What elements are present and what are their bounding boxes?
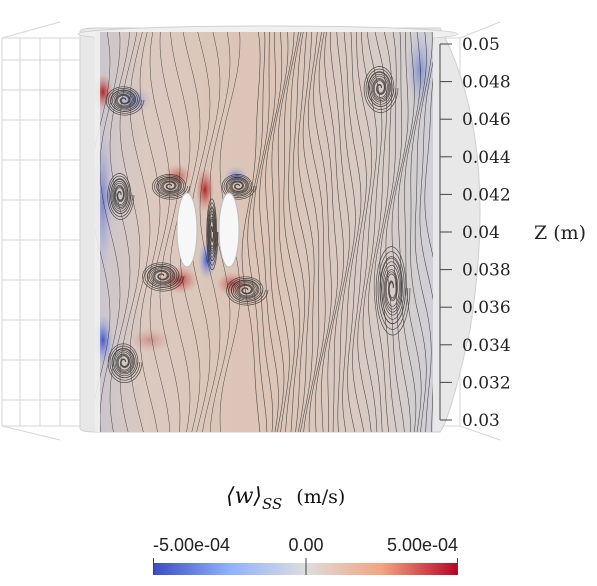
streamline — [108, 87, 142, 114]
streamline-slice — [95, 32, 433, 432]
colorbar-title-math: ⟨w⟩ — [226, 484, 262, 509]
z-tick-label: 0.034 — [462, 336, 511, 356]
streamline — [365, 68, 397, 110]
streamline — [144, 263, 182, 290]
colorbar: ⟨w⟩SS (m/s) -5.00e-04 0.00 5.00e-04 — [153, 484, 458, 575]
streamline — [259, 32, 279, 432]
streamline — [419, 60, 433, 432]
streamline — [99, 32, 121, 432]
streamline — [159, 32, 181, 432]
z-tick-label: 0.046 — [462, 110, 511, 130]
colorbar-title-subscript: SS — [262, 495, 282, 513]
z-tick-label: 0.044 — [462, 148, 511, 168]
streamline — [149, 32, 171, 432]
streamline — [151, 174, 191, 200]
streamline — [397, 32, 417, 432]
streamline — [307, 32, 326, 432]
streamline — [414, 32, 433, 432]
z-tick-label: 0.042 — [462, 185, 511, 205]
streamline — [223, 175, 255, 198]
z-tick-label: 0.05 — [462, 35, 500, 55]
z-tick-label: 0.048 — [462, 73, 511, 93]
streamline — [410, 32, 427, 432]
streamline — [228, 277, 266, 304]
streamline — [424, 77, 433, 258]
streamline — [347, 32, 367, 432]
streamline — [209, 32, 231, 432]
colorbar-title-units: (m/s) — [296, 486, 345, 508]
streamline — [330, 32, 350, 432]
streamline — [199, 32, 221, 432]
streamline — [288, 32, 305, 432]
streamline — [109, 32, 131, 432]
z-tick-label: 0.036 — [462, 298, 511, 318]
z-axis: 0.05 0.048 0.046 0.044 0.042 0.04 0.038 0.036 0.… — [439, 35, 586, 431]
streamline — [352, 32, 373, 432]
streamline — [357, 32, 378, 432]
streamline — [119, 32, 141, 432]
streamline — [313, 32, 332, 432]
streamline — [253, 32, 274, 432]
colorbar-title: ⟨w⟩SS (m/s) — [226, 484, 345, 513]
streamline — [221, 174, 257, 200]
z-tick-label: 0.032 — [462, 373, 511, 393]
streamline — [404, 32, 422, 432]
streamline — [156, 176, 186, 197]
streamline — [363, 66, 399, 113]
streamline — [324, 32, 345, 432]
z-tick-label: 0.03 — [462, 411, 500, 431]
streamline — [111, 347, 139, 379]
streamline — [225, 176, 253, 197]
streamline — [271, 32, 290, 432]
z-tick-label: 0.038 — [462, 261, 511, 281]
streamline — [362, 32, 383, 432]
colorbar-label-min: -5.00e-04 — [153, 535, 230, 555]
colorbar-label-max: 5.00e-04 — [387, 535, 458, 555]
streamline — [373, 32, 392, 432]
streamline — [169, 32, 191, 432]
z-axis-title: Z (m) — [534, 222, 586, 244]
streamline — [283, 32, 301, 432]
colorbar-label-mid: 0.00 — [288, 535, 323, 555]
streamline — [265, 32, 285, 432]
streamline — [129, 32, 151, 432]
streamline — [110, 178, 131, 214]
streamline — [318, 32, 338, 432]
streamline — [342, 32, 362, 432]
streamline — [142, 262, 185, 292]
streamline — [110, 89, 140, 112]
z-tick-label: 0.04 — [462, 223, 500, 243]
streamline — [367, 71, 395, 107]
streamline — [277, 32, 295, 432]
streamline — [297, 32, 315, 432]
streamline — [391, 32, 411, 432]
streamline — [207, 206, 217, 262]
streamline — [379, 32, 397, 432]
streamline — [230, 279, 264, 302]
streamline — [385, 32, 405, 432]
streamline — [107, 173, 135, 220]
streamline — [292, 32, 310, 432]
streamline — [146, 265, 180, 288]
streamline — [226, 276, 269, 306]
streamline — [154, 175, 188, 198]
streamline — [247, 32, 268, 432]
streamline — [336, 32, 356, 432]
streamline — [109, 345, 141, 381]
streamline — [107, 343, 143, 384]
streamline — [368, 32, 388, 432]
streamline — [241, 32, 261, 432]
streamline — [302, 32, 320, 432]
streamline — [139, 32, 161, 432]
streamline — [108, 175, 133, 217]
